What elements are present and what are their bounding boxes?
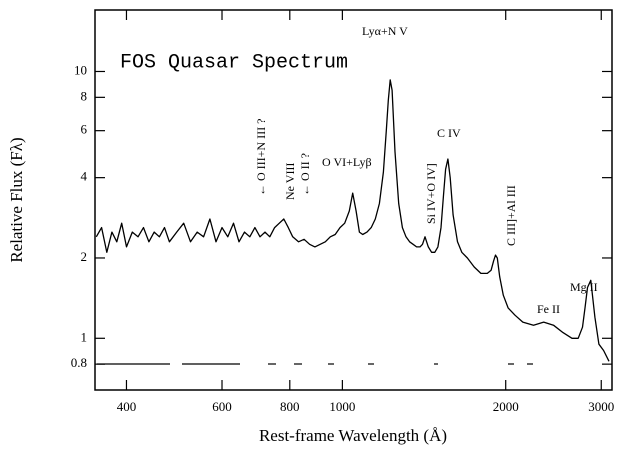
plot-frame (94, 9, 613, 391)
x-tick-label: 1000 (329, 399, 355, 414)
annotation: ← O II ? (298, 153, 312, 196)
y-tick-label: 8 (81, 88, 88, 103)
annotation: Fe II (537, 302, 560, 316)
x-tick-label: 3000 (588, 399, 614, 414)
annotation: C IV (437, 126, 461, 140)
x-tick-label: 400 (117, 399, 137, 414)
y-tick-label: 4 (81, 169, 88, 184)
spectrum-line (95, 79, 610, 362)
annotation: Mg II (570, 280, 598, 294)
x-tick-label: 2000 (493, 399, 519, 414)
y-tick-label: 10 (74, 62, 87, 77)
y-axis-label: Relative Flux (Fλ) (7, 137, 26, 262)
y-tick-label: 0.8 (71, 355, 87, 370)
annotation: C III]+Al III (504, 185, 518, 246)
y-tick-label: 2 (81, 249, 88, 264)
annotation: ← O III+N III ? (254, 119, 268, 196)
annotation: Ne VIII (283, 163, 297, 200)
y-tick-label: 1 (81, 329, 88, 344)
annotation: Lyα+N V (362, 24, 408, 38)
chart-title: FOS Quasar Spectrum (120, 51, 348, 74)
annotation: O VI+Lyβ (322, 155, 372, 169)
annotation: Si IV+O IV] (424, 163, 438, 224)
y-tick-label: 6 (81, 122, 88, 137)
x-axis-label: Rest-frame Wavelength (Å) (259, 426, 447, 445)
x-tick-label: 800 (280, 399, 300, 414)
x-tick-label: 600 (212, 399, 232, 414)
